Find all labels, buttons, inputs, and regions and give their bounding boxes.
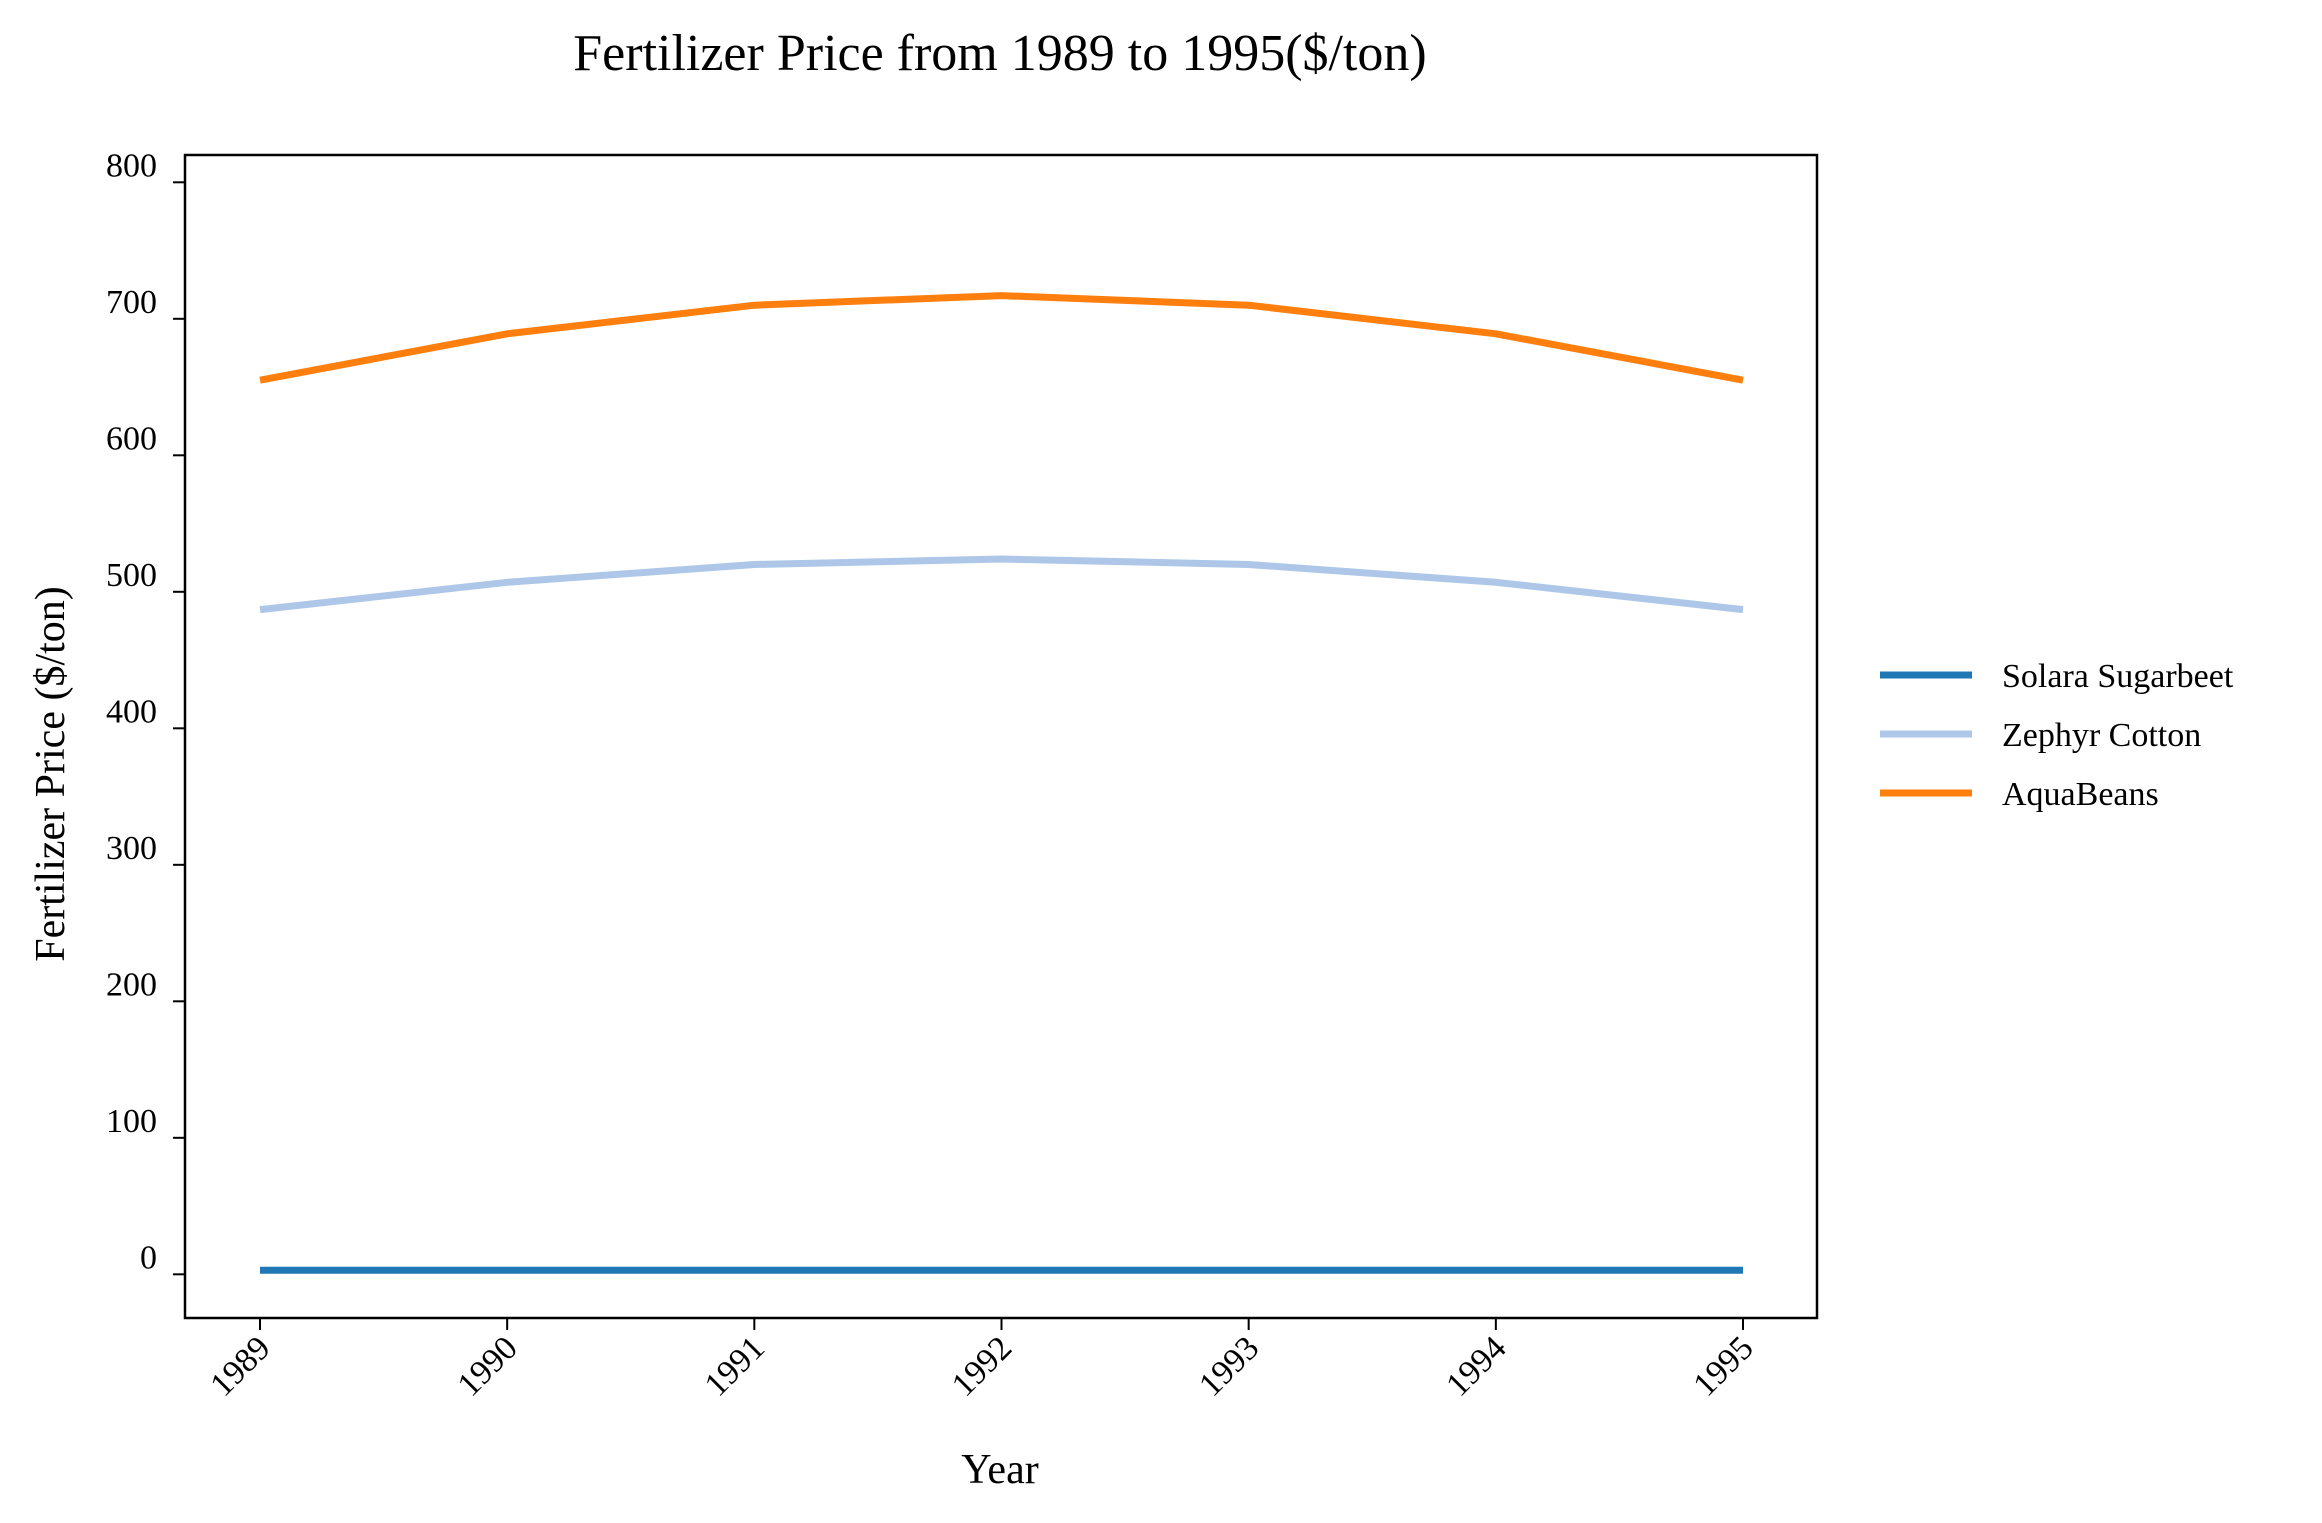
x-tick-label: 1995 xyxy=(1686,1329,1760,1403)
x-tick-label: 1989 xyxy=(203,1329,277,1403)
plot-area: 0 100 200 300 400 500 600 700 800 1989 1990 1991 199… xyxy=(106,147,1819,1404)
x-tick-label: 1990 xyxy=(451,1329,525,1403)
y-axis-label: Fertilizer Price ($/ton) xyxy=(28,586,74,962)
x-tick-label: 1993 xyxy=(1192,1329,1266,1403)
x-axis-label: Year xyxy=(961,1447,1038,1493)
y-tick-label: 200 xyxy=(106,966,157,1003)
series-line xyxy=(259,292,1744,384)
y-tick-label: 300 xyxy=(106,830,157,867)
y-tick-label: 600 xyxy=(106,420,157,457)
y-tick-label: 400 xyxy=(106,693,157,730)
series-line xyxy=(259,555,1744,614)
x-tick-label: 1992 xyxy=(945,1329,1019,1403)
legend-label: Zephyr Cotton xyxy=(2002,717,2201,754)
x-tick-label: 1994 xyxy=(1439,1329,1513,1403)
legend-label: AquaBeans xyxy=(2002,776,2159,813)
y-tick-label: 100 xyxy=(106,1103,157,1140)
plot-frame xyxy=(183,153,1819,1320)
y-tick-label: 500 xyxy=(106,557,157,594)
x-tick-label: 1991 xyxy=(698,1329,772,1403)
legend: Solara Sugarbeet Zephyr Cotton AquaBeans xyxy=(1880,658,2234,813)
y-tick-label: 800 xyxy=(106,147,157,184)
chart-title: Fertilizer Price from 1989 to 1995($/ton… xyxy=(573,25,1426,82)
y-tick-label: 700 xyxy=(106,284,157,321)
legend-label: Solara Sugarbeet xyxy=(2002,658,2234,695)
y-tick-label: 0 xyxy=(140,1239,157,1276)
